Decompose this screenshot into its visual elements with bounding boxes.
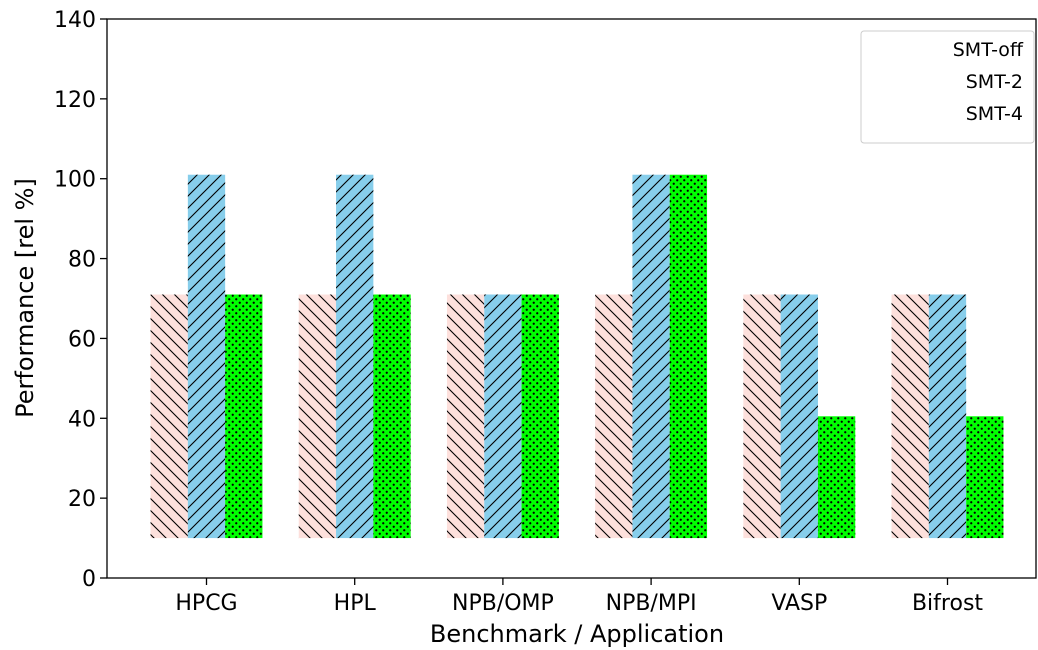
bar-hatch-overlay [928,294,967,539]
x-axis-title: Benchmark / Application [430,620,724,648]
legend-box [860,30,1035,144]
y-tick-label: 100 [54,168,96,193]
y-tick-label: 140 [54,8,96,33]
bar-hatch-overlay [743,294,781,539]
y-tick-label: 120 [54,88,96,113]
y-axis: 0 20 40 60 80 100 120 140 [54,8,107,592]
bar-hatch-overlay [373,294,411,539]
y-tick-label: 20 [68,487,96,512]
legend-label-smt-2: SMT-2 [966,71,1023,93]
bar-hatch-overlay [780,294,818,539]
y-axis-title: Performance [rel %] [11,178,39,418]
bar-hatch-overlay [595,294,633,539]
y-tick-label: 80 [68,248,96,273]
legend-label-smt-off: SMT-off [953,39,1024,61]
x-axis: HPCG HPL NPB/OMP NPB/MPI VASP Bifrost [175,578,983,616]
y-tick-label: 0 [82,567,96,592]
bar-hatch-overlay [484,294,522,539]
legend-label-smt-4: SMT-4 [966,103,1023,125]
bars-layer [150,174,1004,539]
x-tick-label: HPL [334,591,377,616]
x-tick-label: NPB/MPI [606,591,697,616]
x-tick-label: NPB/OMP [452,591,554,616]
bar-hatch-overlay [187,174,226,539]
legend: SMT-off SMT-2 SMT-4 [860,30,1035,144]
bar-hatch-overlay [446,294,485,539]
y-tick-label: 60 [68,327,96,352]
bar-hatch-overlay [817,416,856,539]
x-tick-label: VASP [771,591,827,616]
bar-hatch-overlay [966,416,1004,539]
bar-hatch-overlay [336,174,374,539]
y-tick-label: 40 [68,407,96,432]
bar-hatch-overlay [150,294,188,539]
bar-hatch-overlay [669,174,708,539]
bar-hatch-overlay [225,294,263,539]
bar-hatch-overlay [891,294,929,539]
x-tick-label: Bifrost [912,591,983,616]
bar-hatch-overlay [298,294,337,539]
x-tick-label: HPCG [175,591,237,616]
bar-hatch-overlay [521,294,559,539]
bar-hatch-overlay [632,174,670,539]
plot-area-frame [106,18,1037,579]
